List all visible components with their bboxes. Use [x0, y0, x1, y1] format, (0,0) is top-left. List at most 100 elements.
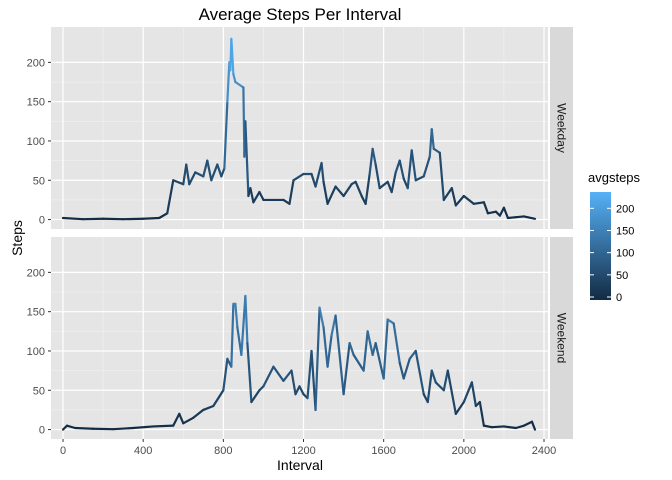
- legend-label: 150: [616, 225, 634, 237]
- x-tick-label: 800: [214, 445, 232, 457]
- series-line-segment: [514, 215, 526, 219]
- series-line-segment: [310, 172, 317, 188]
- series-line-segment: [314, 161, 323, 188]
- series-line-segment: [454, 194, 465, 207]
- series-line-segment: [368, 147, 374, 176]
- series-line-segment: [478, 400, 485, 427]
- series-line-segment: [482, 424, 493, 429]
- series-line-segment: [230, 37, 235, 76]
- series-line-segment: [202, 404, 215, 412]
- series-line-segment: [392, 322, 401, 364]
- series-line-segment: [414, 349, 425, 396]
- series-line-segment: [386, 318, 395, 325]
- series-line-segment: [410, 149, 417, 182]
- series-line-segment: [158, 212, 169, 220]
- y-tick-label: 50: [33, 385, 45, 397]
- series-line-segment: [450, 187, 457, 207]
- series-line-segment: [414, 175, 425, 182]
- series-line-segment: [226, 61, 231, 103]
- series-line-segment: [230, 302, 235, 368]
- series-line-segment: [246, 342, 253, 404]
- series-line-segment: [514, 424, 526, 430]
- series-line-segment: [73, 426, 95, 430]
- legend-label: 0: [616, 292, 622, 304]
- series-line-segment: [354, 180, 363, 198]
- legend-title: avgsteps: [588, 170, 641, 185]
- series-line-segment: [288, 179, 295, 205]
- y-tick-label: 200: [27, 267, 45, 279]
- series-line-segment: [402, 357, 411, 380]
- legend-label: 100: [616, 248, 634, 260]
- series-line-segment: [374, 163, 381, 190]
- series-line-segment: [434, 381, 445, 392]
- series-line-segment: [406, 149, 413, 190]
- series-line-segment: [250, 389, 261, 404]
- series-line-segment: [442, 187, 453, 202]
- series-line-segment: [326, 334, 333, 368]
- series-line-segment: [498, 206, 506, 217]
- series-line-segment: [223, 100, 229, 170]
- series-line-segment: [216, 163, 223, 178]
- series-line-segment: [234, 302, 239, 329]
- series-line-segment: [470, 381, 477, 408]
- series-line-segment: [244, 120, 250, 198]
- x-tick-label: 400: [134, 445, 152, 457]
- series-line-segment: [322, 180, 329, 205]
- series-line-segment: [442, 369, 449, 392]
- series-line-segment: [112, 426, 135, 431]
- series-line-segment: [432, 147, 441, 154]
- series-line-segment: [252, 190, 261, 204]
- series-line-segment: [166, 179, 175, 215]
- series-line-segment: [188, 171, 197, 186]
- x-axis-title: Interval: [277, 457, 323, 473]
- series-line-segment: [374, 342, 385, 380]
- series-line-segment: [298, 385, 305, 396]
- series-line-segment: [398, 361, 405, 380]
- y-tick-label: 100: [27, 136, 45, 148]
- series-line-segment: [390, 171, 397, 194]
- series-line-segment: [194, 171, 205, 178]
- series-line-segment: [132, 425, 155, 430]
- series-line-segment: [522, 215, 537, 220]
- series-line-segment: [522, 420, 534, 427]
- y-tick-label: 150: [27, 307, 45, 319]
- facet-strip: [550, 237, 573, 439]
- series-line-segment: [318, 306, 325, 329]
- series-line-segment: [232, 73, 237, 84]
- series-line-segment: [314, 306, 321, 412]
- series-line-segment: [486, 210, 497, 215]
- y-tick-label: 150: [27, 97, 45, 109]
- y-tick-label: 100: [27, 346, 45, 358]
- series-line-segment: [530, 420, 537, 431]
- series-line-segment: [220, 167, 226, 178]
- x-tick-label: 1600: [371, 445, 395, 457]
- series-line-segment: [292, 172, 305, 182]
- series-line-segment: [426, 369, 433, 404]
- panel-background: [51, 27, 548, 229]
- panel-weekend: 0 50 100 150 200 Weekend: [27, 237, 573, 439]
- legend-colorbar: [590, 192, 611, 300]
- chart-title: Average Steps Per Interval: [199, 5, 402, 24]
- series-line-segment: [371, 147, 377, 166]
- series-line-segment: [234, 80, 245, 89]
- y-tick-label: 200: [27, 57, 45, 69]
- series-line-segment: [272, 365, 285, 382]
- series-line-segment: [222, 357, 229, 392]
- series-line-segment: [482, 201, 489, 215]
- series-line-segment: [282, 369, 293, 382]
- legend-label: 50: [616, 270, 628, 282]
- series-line-segment: [65, 424, 77, 430]
- series-line-segment: [342, 342, 351, 396]
- y-tick-label: 0: [39, 425, 45, 437]
- y-axis-title: Steps: [9, 220, 25, 256]
- series-line-segment: [506, 216, 518, 220]
- series-line-segment: [320, 161, 325, 183]
- series-line-segment: [322, 326, 329, 368]
- series-line-segment: [290, 369, 297, 396]
- series-line-segment: [212, 389, 225, 408]
- x-tick-label: 2000: [452, 445, 476, 457]
- y-tick-label: 50: [33, 175, 45, 187]
- series-line-segment: [172, 179, 185, 186]
- facet-strip: [550, 27, 573, 229]
